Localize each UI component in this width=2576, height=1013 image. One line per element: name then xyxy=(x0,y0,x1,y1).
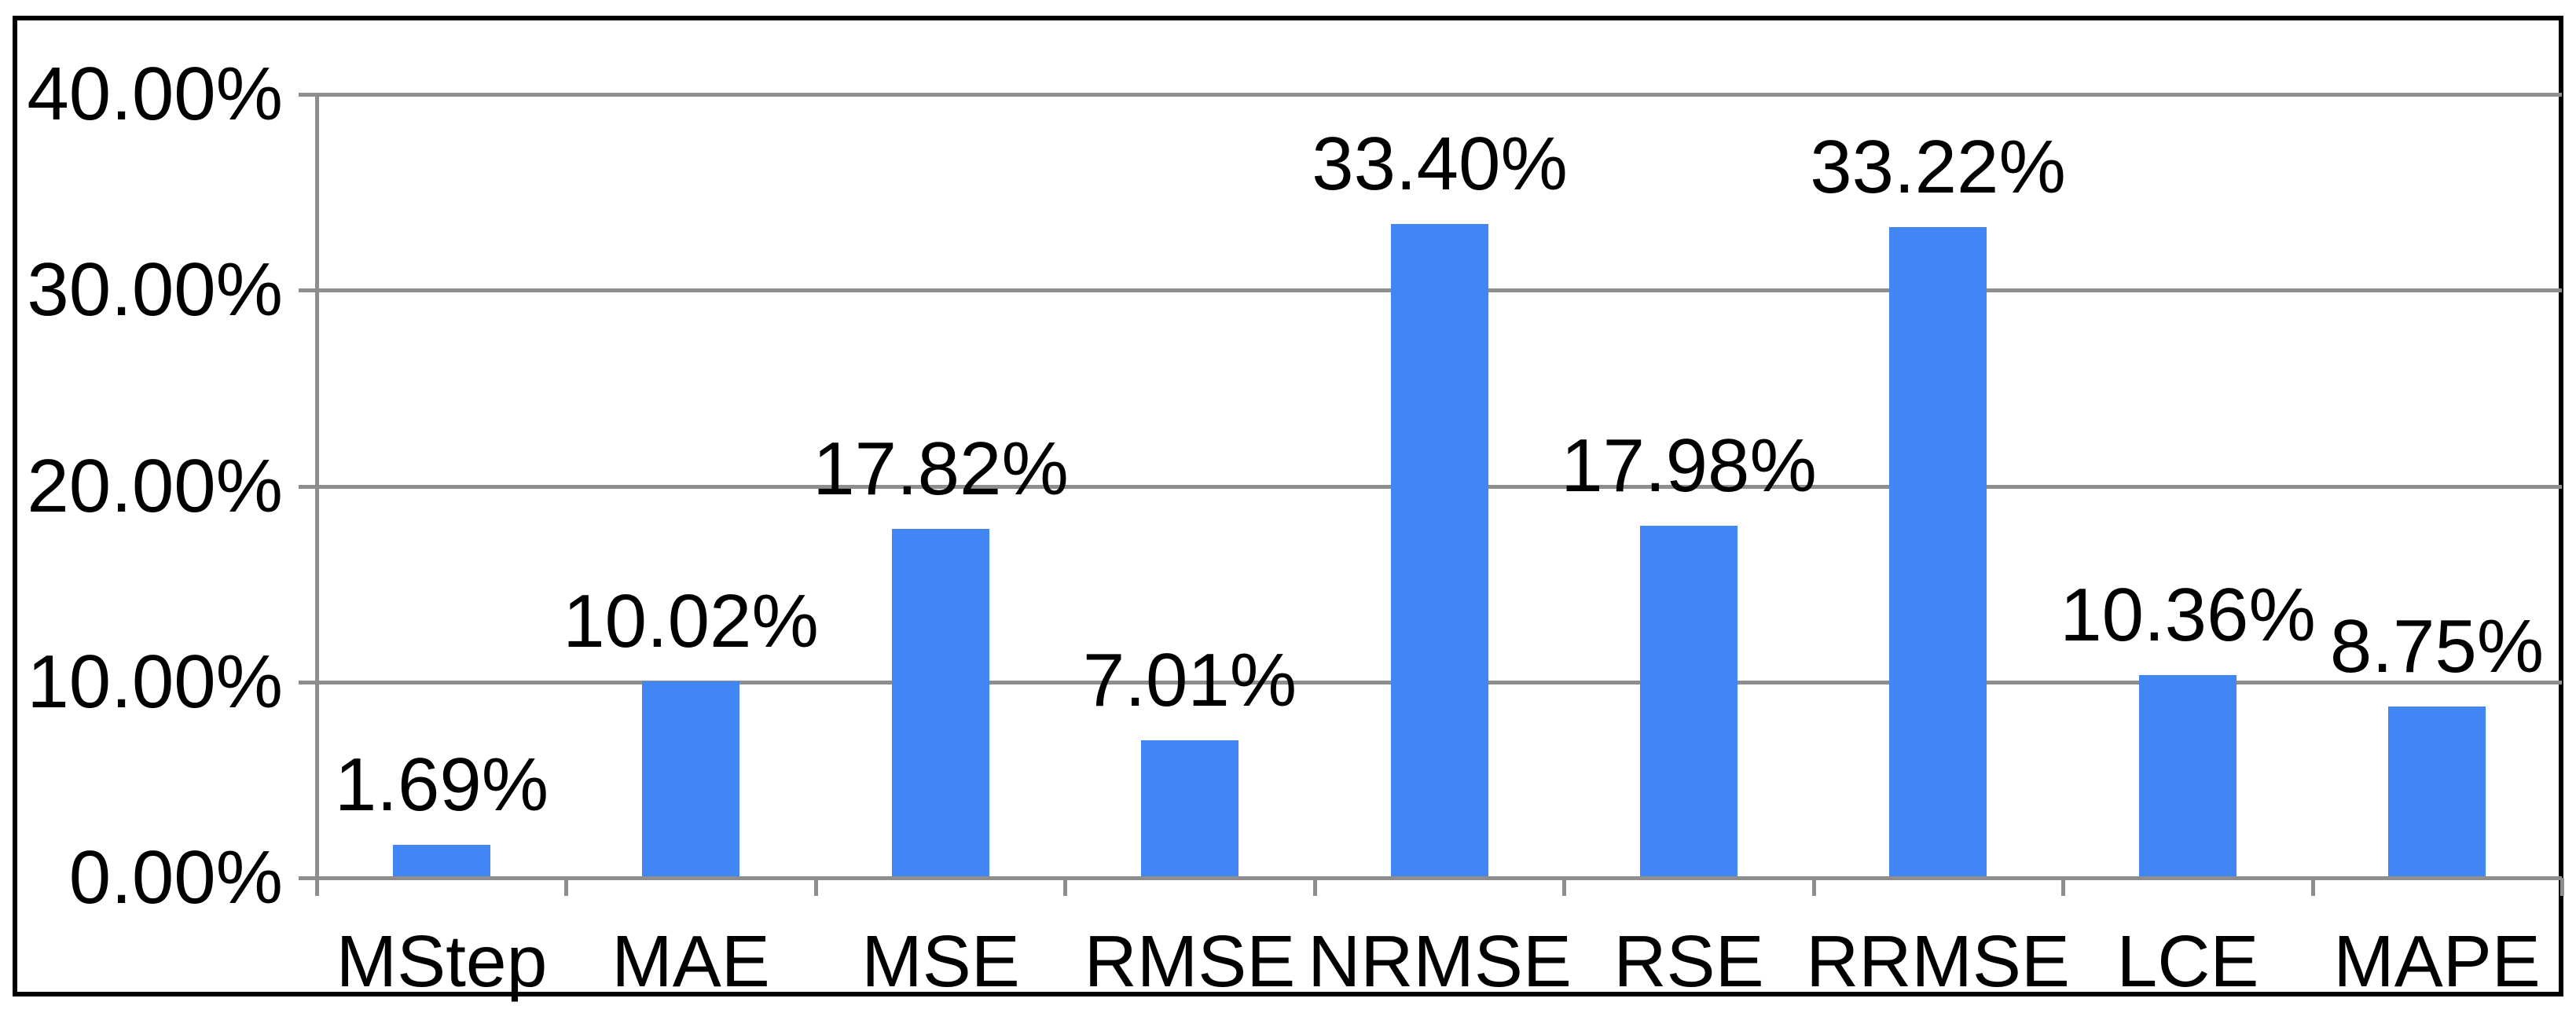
x-tick-6 xyxy=(1811,878,1816,896)
x-category-label-mape: MAPE xyxy=(2333,920,2541,1002)
x-tick-7 xyxy=(2061,878,2066,896)
bar-rrmse xyxy=(1889,227,1987,876)
bar-lce xyxy=(2139,675,2237,876)
x-tick-0 xyxy=(315,878,319,896)
x-category-label-mse: MSE xyxy=(861,920,1020,1002)
x-tick-1 xyxy=(564,878,569,896)
y-tick-label: 0.00% xyxy=(68,835,283,919)
gridline-40 xyxy=(317,93,2562,97)
x-tick-3 xyxy=(1063,878,1068,896)
y-tick-label: 20.00% xyxy=(27,443,283,528)
x-category-label-nrmse: NRMSE xyxy=(1308,920,1572,1002)
x-category-label-mstep: MStep xyxy=(336,920,548,1002)
bar-mse xyxy=(892,529,989,876)
bar-mape xyxy=(2388,707,2486,876)
y-tick-0 xyxy=(299,876,317,880)
bar-value-label: 10.02% xyxy=(563,579,819,663)
x-category-label-mae: MAE xyxy=(611,920,770,1002)
x-category-label-rse: RSE xyxy=(1613,920,1764,1002)
bar-value-label: 8.75% xyxy=(2329,604,2545,688)
x-category-label-rrmse: RRMSE xyxy=(1806,920,2070,1002)
bar-rmse xyxy=(1141,740,1238,876)
bar-value-label: 33.40% xyxy=(1312,122,1568,206)
bar-rse xyxy=(1640,526,1738,876)
x-tick-4 xyxy=(1312,878,1317,896)
y-tick-40 xyxy=(299,93,317,97)
y-tick-label: 10.00% xyxy=(27,639,283,724)
x-tick-8 xyxy=(2310,878,2315,896)
x-tick-5 xyxy=(1562,878,1567,896)
gridline-0 xyxy=(317,876,2562,880)
x-tick-2 xyxy=(813,878,818,896)
bar-nrmse xyxy=(1391,224,1488,876)
bar-mae xyxy=(642,681,739,876)
chart-outer-frame xyxy=(13,16,2563,996)
y-tick-30 xyxy=(299,288,317,293)
bar-value-label: 17.98% xyxy=(1561,424,1817,508)
y-tick-20 xyxy=(299,484,317,489)
bar-value-label: 17.82% xyxy=(813,427,1069,511)
bar-mstep xyxy=(393,845,490,876)
x-category-label-rmse: RMSE xyxy=(1084,920,1296,1002)
y-tick-label: 40.00% xyxy=(27,52,283,136)
bar-value-label: 33.22% xyxy=(1810,125,2066,209)
y-tick-label: 30.00% xyxy=(27,248,283,332)
y-axis-line xyxy=(315,94,319,878)
x-tick-9 xyxy=(2560,878,2564,896)
y-tick-10 xyxy=(299,680,317,685)
bar-value-label: 7.01% xyxy=(1082,638,1297,722)
bar-value-label: 10.36% xyxy=(2060,573,2316,657)
x-category-label-lce: LCE xyxy=(2116,920,2259,1002)
bar-value-label: 1.69% xyxy=(334,743,549,827)
